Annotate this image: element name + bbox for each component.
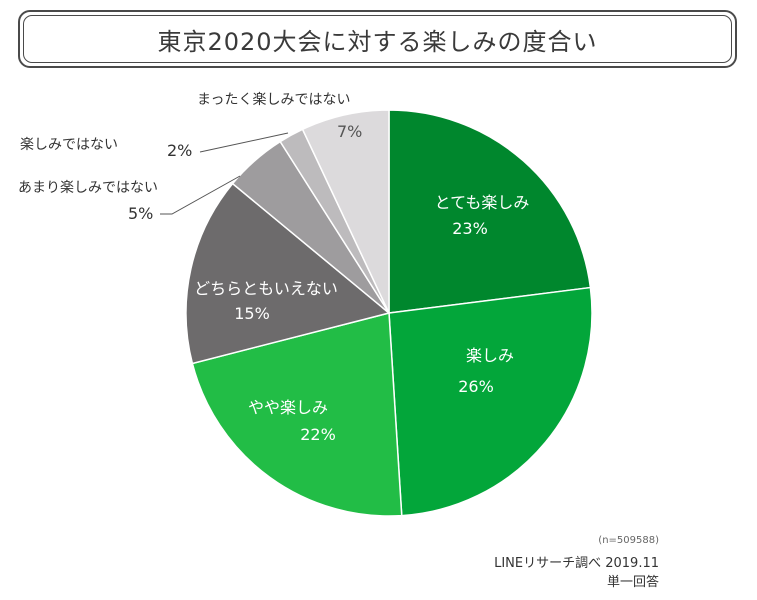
- sample-size-note: (n=509588): [598, 535, 659, 546]
- chart-title-inner-border: [23, 15, 732, 63]
- slice-label: まったく楽しみではない: [197, 92, 350, 108]
- leader-line: [160, 175, 241, 215]
- pie-slice: [388, 109, 592, 314]
- slice-value-label: 5%: [128, 204, 153, 223]
- leader-line: [199, 132, 289, 153]
- slice-label: やや楽しみ: [248, 398, 328, 417]
- pie-slice: [191, 312, 403, 517]
- pie-slice: [301, 109, 390, 314]
- slice-label: あまり楽しみではない: [18, 180, 158, 196]
- slice-label: 楽しみではない: [20, 137, 118, 153]
- source-note: LINEリサーチ調べ 2019.11: [494, 556, 659, 571]
- slice-value-label: 26%: [458, 377, 494, 396]
- chart-title-box: 東京2020大会に対する楽しみの度合い: [18, 10, 737, 68]
- slice-value-label: 23%: [452, 219, 488, 238]
- pie-slice: [388, 286, 593, 517]
- chart-title: 東京2020大会に対する楽しみの度合い: [157, 27, 598, 56]
- pie-slice: [185, 182, 391, 365]
- slice-value-label: 15%: [234, 304, 270, 323]
- slice-label: どちらともいえない: [194, 279, 338, 298]
- slice-value-label: 2%: [167, 141, 192, 160]
- slice-value-label: 22%: [300, 425, 336, 444]
- slice-label: 楽しみ: [466, 346, 514, 365]
- answer-type-note: 単一回答: [606, 575, 659, 590]
- slice-label: とても楽しみ: [435, 193, 530, 212]
- slice-value-label: 7%: [337, 122, 362, 141]
